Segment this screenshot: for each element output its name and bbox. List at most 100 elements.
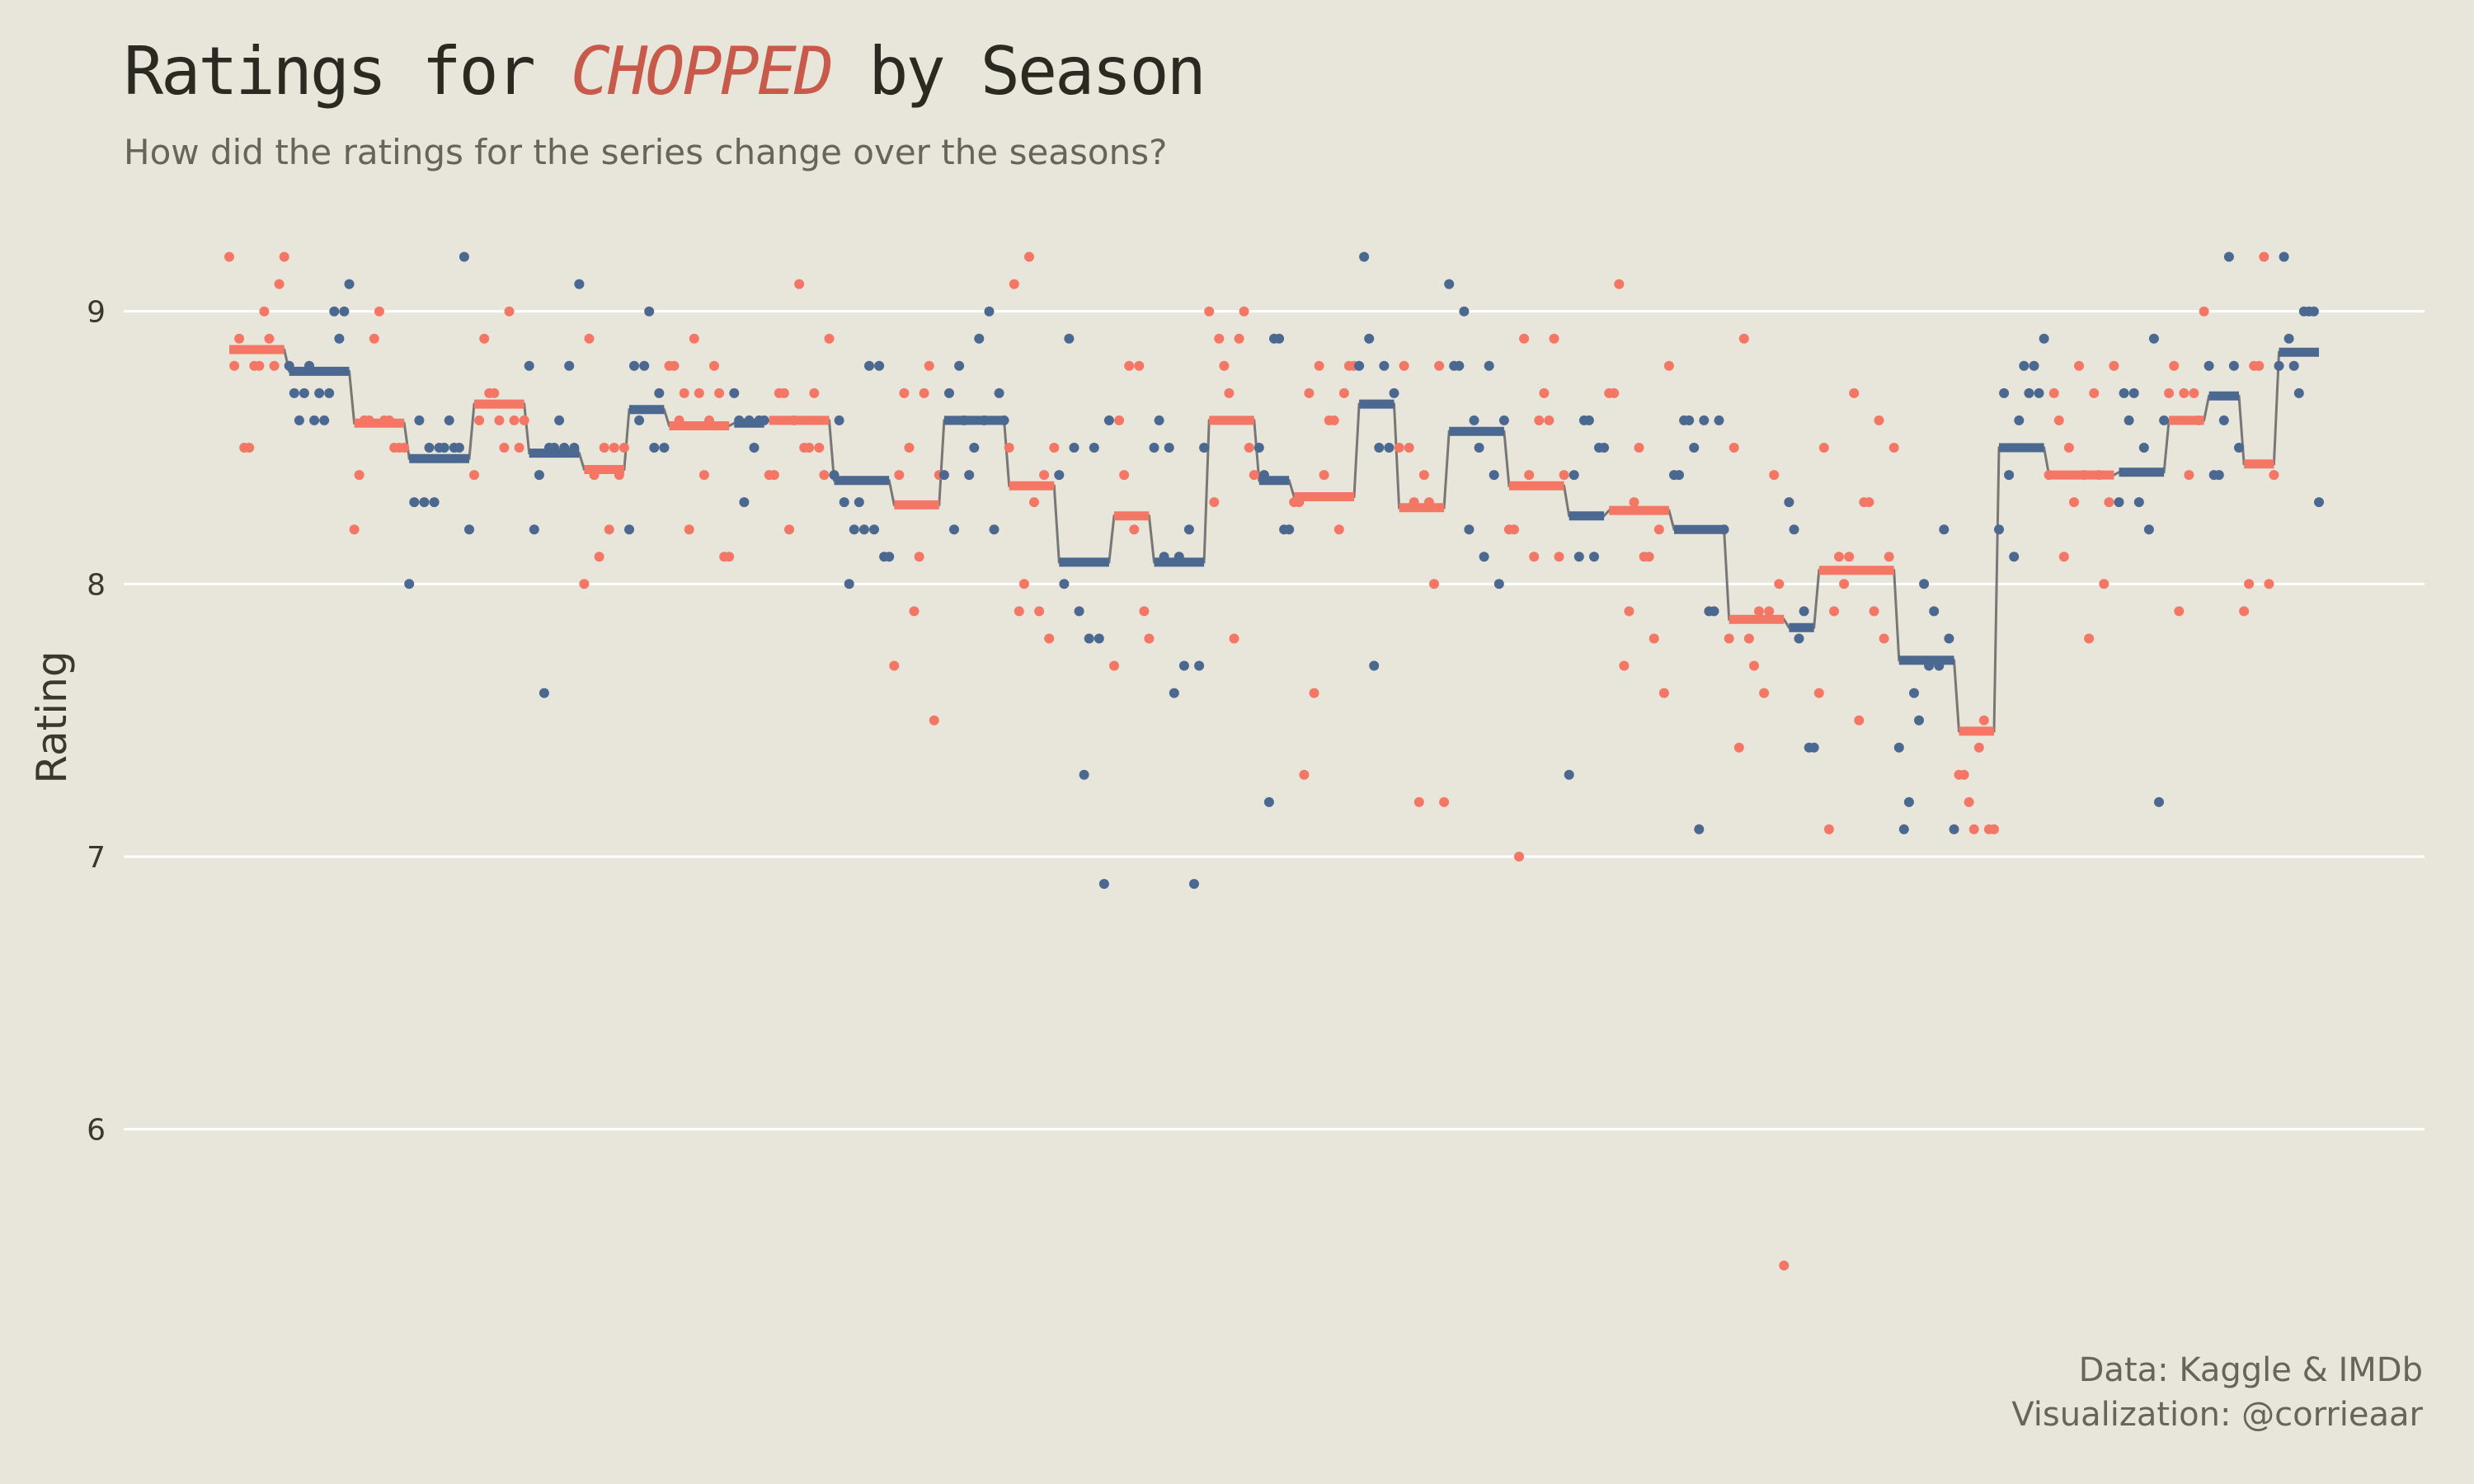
episode-point-s1-e8 [259,306,270,317]
episode-point-s11-e11 [814,443,825,453]
episode-point-s17-e1 [1109,660,1119,671]
episode-point-s16-e11 [1103,415,1114,425]
episode-point-s17-e4 [1124,360,1135,371]
episode-point-s23-e10 [1439,796,1450,807]
episode-point-s24-e12 [1498,415,1509,425]
episode-point-s1-e9 [264,333,275,344]
episode-point-s7-e4 [594,552,604,562]
episode-point-s27-e2 [1609,387,1620,398]
episode-point-s40-e9 [2314,497,2324,508]
episode-point-s14-e6 [964,470,975,481]
episode-point-s13-e7 [919,387,929,398]
y-tick-label-6: 6 [87,1114,106,1148]
episode-point-s22-e2 [1359,251,1370,262]
episode-point-s25-e11 [1554,552,1564,562]
episode-point-s5-e2 [474,415,485,425]
episode-point-s30-e4 [1799,606,1809,617]
episode-point-s22-e5 [1374,443,1385,453]
episode-point-s6-e9 [564,360,575,371]
episode-point-s39-e5 [2259,251,2269,262]
episode-point-s22-e6 [1379,360,1390,371]
episode-point-s16-e6 [1079,769,1089,780]
episode-point-s8-e4 [639,360,650,371]
episode-point-s21-e10 [1333,524,1344,535]
episode-point-s35-e4 [2058,552,2069,562]
episode-point-s21-e7 [1319,470,1329,481]
episode-point-s13-e4 [904,443,915,453]
episode-point-s16-e1 [1054,470,1065,481]
episode-point-s8-e7 [654,387,665,398]
episode-point-s18-e11 [1199,443,1210,453]
episode-point-s21-e4 [1304,387,1315,398]
episode-point-s15-e10 [1049,443,1060,453]
episode-point-s13-e1 [889,660,900,671]
episode-point-s6-e3 [534,470,544,481]
episode-point-s24-e1 [1444,279,1455,289]
episode-point-s31-e12 [1869,606,1879,617]
episode-point-s25-e9 [1544,415,1554,425]
episode-point-s34-e6 [2019,360,2030,371]
caption-credit: Visualization: @corrieaar [2011,1396,2423,1434]
episode-point-s29-e12 [1779,1261,1790,1270]
episode-point-s2-e6 [309,415,320,425]
episode-point-s34-e5 [2014,415,2025,425]
episode-point-s19-e4 [1219,360,1230,371]
episode-point-s23-e5 [1413,796,1424,807]
episode-point-s19-e6 [1229,633,1239,644]
episode-point-s19-e10 [1249,470,1259,481]
caption-data-source: Data: Kaggle & IMDb [2078,1351,2423,1389]
episode-point-s34-e7 [2024,387,2034,398]
episode-point-s37-e4 [2179,387,2189,398]
episode-point-s33-e8 [1989,824,1999,834]
episode-point-s20-e1 [1253,443,1264,453]
episode-point-s24-e9 [1484,360,1494,371]
episode-point-s2-e8 [319,415,330,425]
episode-points [224,251,2324,1270]
episode-point-s34-e2 [1999,387,2010,398]
episode-point-s21-e5 [1309,688,1319,698]
episode-point-s40-e2 [2279,251,2289,262]
episode-point-s38-e3 [2213,470,2224,481]
episode-point-s9-e2 [669,360,680,371]
episode-point-s31-e2 [1818,443,1829,453]
episode-point-s23-e3 [1404,443,1414,453]
chart-title: Ratings for CHOPPED by Season [124,33,1206,110]
title-prefix: Ratings for [124,33,571,110]
episode-point-s2-e7 [314,387,325,398]
episode-point-s26-e5 [1583,415,1594,425]
episode-point-s16-e9 [1094,633,1104,644]
episode-point-s9-e5 [684,524,694,535]
episode-point-s17-e6 [1134,360,1145,371]
episode-point-s29-e4 [1738,333,1749,344]
episode-point-s8-e2 [629,360,639,371]
episode-point-s10-e5 [749,443,760,453]
episode-point-s12-e12 [884,552,895,562]
episode-point-s8-e6 [649,443,660,453]
episode-point-s11-e12 [819,470,830,481]
episode-point-s1-e12 [279,251,289,262]
episode-point-s29-e3 [1733,742,1744,753]
episode-point-s38-e1 [2204,360,2214,371]
episode-point-s27-e4 [1619,660,1630,671]
episode-point-s28-e7 [1699,415,1710,425]
episode-point-s13-e3 [899,387,910,398]
episode-point-s40-e8 [2308,306,2319,317]
episode-point-s15-e5 [1024,251,1034,262]
episode-point-s32-e1 [1893,742,1904,753]
episode-point-s32-e10 [1939,524,1950,535]
episode-point-s24-e7 [1474,443,1484,453]
episode-point-s4-e9 [444,415,454,425]
episode-point-s16-e8 [1089,443,1099,453]
episode-point-s28-e4 [1684,415,1695,425]
season-mean-bars [229,345,2319,736]
chart-caption: Data: Kaggle & IMDb Visualization: @corr… [2011,1348,2423,1437]
episode-point-s19-e1 [1204,306,1215,317]
episode-point-s10-e1 [729,387,740,398]
episode-point-s36-e8 [2148,333,2159,344]
season-mean-connector [229,348,2319,733]
episode-point-s33-e3 [1964,796,1974,807]
episode-point-s26-e8 [1599,443,1610,453]
episode-point-s15-e4 [1018,579,1029,589]
episode-point-s6-e2 [529,524,539,535]
episode-point-s32-e2 [1898,824,1909,834]
